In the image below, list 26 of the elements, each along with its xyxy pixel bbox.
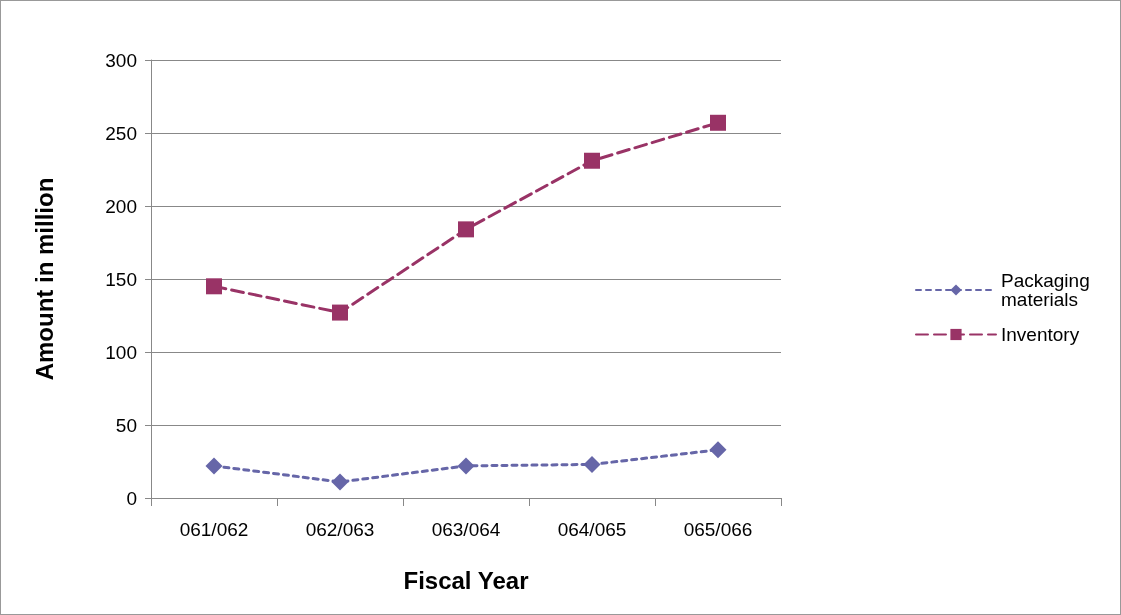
- y-tick-label: 200: [105, 195, 137, 217]
- point: [458, 221, 474, 238]
- y-tick-label: 0: [126, 487, 137, 509]
- legend-label: Packaging materials: [1000, 270, 1096, 310]
- point: [206, 278, 222, 295]
- x-tick-label: 064/065: [557, 519, 627, 540]
- y-axis-title: Amount in million: [30, 177, 58, 381]
- point: [332, 304, 348, 321]
- y-tick-label: 250: [105, 122, 137, 144]
- point: [583, 455, 601, 473]
- point: [457, 457, 475, 475]
- x-tick-label: 065/066: [683, 519, 753, 540]
- x-tick-label: 062/063: [305, 519, 375, 540]
- y-tick-label: 100: [105, 341, 137, 363]
- y-tick-label: 150: [105, 268, 137, 290]
- x-tick-label: 063/064: [431, 519, 501, 540]
- x-tick-label: 061/062: [179, 519, 249, 540]
- x-axis-title: Fiscal Year: [403, 566, 529, 594]
- legend-label: Inventory: [1000, 324, 1080, 345]
- y-tick-label: 50: [115, 414, 137, 436]
- point: [205, 457, 223, 475]
- point: [710, 114, 726, 131]
- point: [331, 473, 349, 491]
- point: [584, 152, 600, 169]
- point: [709, 441, 727, 459]
- y-tick-label: 300: [105, 49, 137, 71]
